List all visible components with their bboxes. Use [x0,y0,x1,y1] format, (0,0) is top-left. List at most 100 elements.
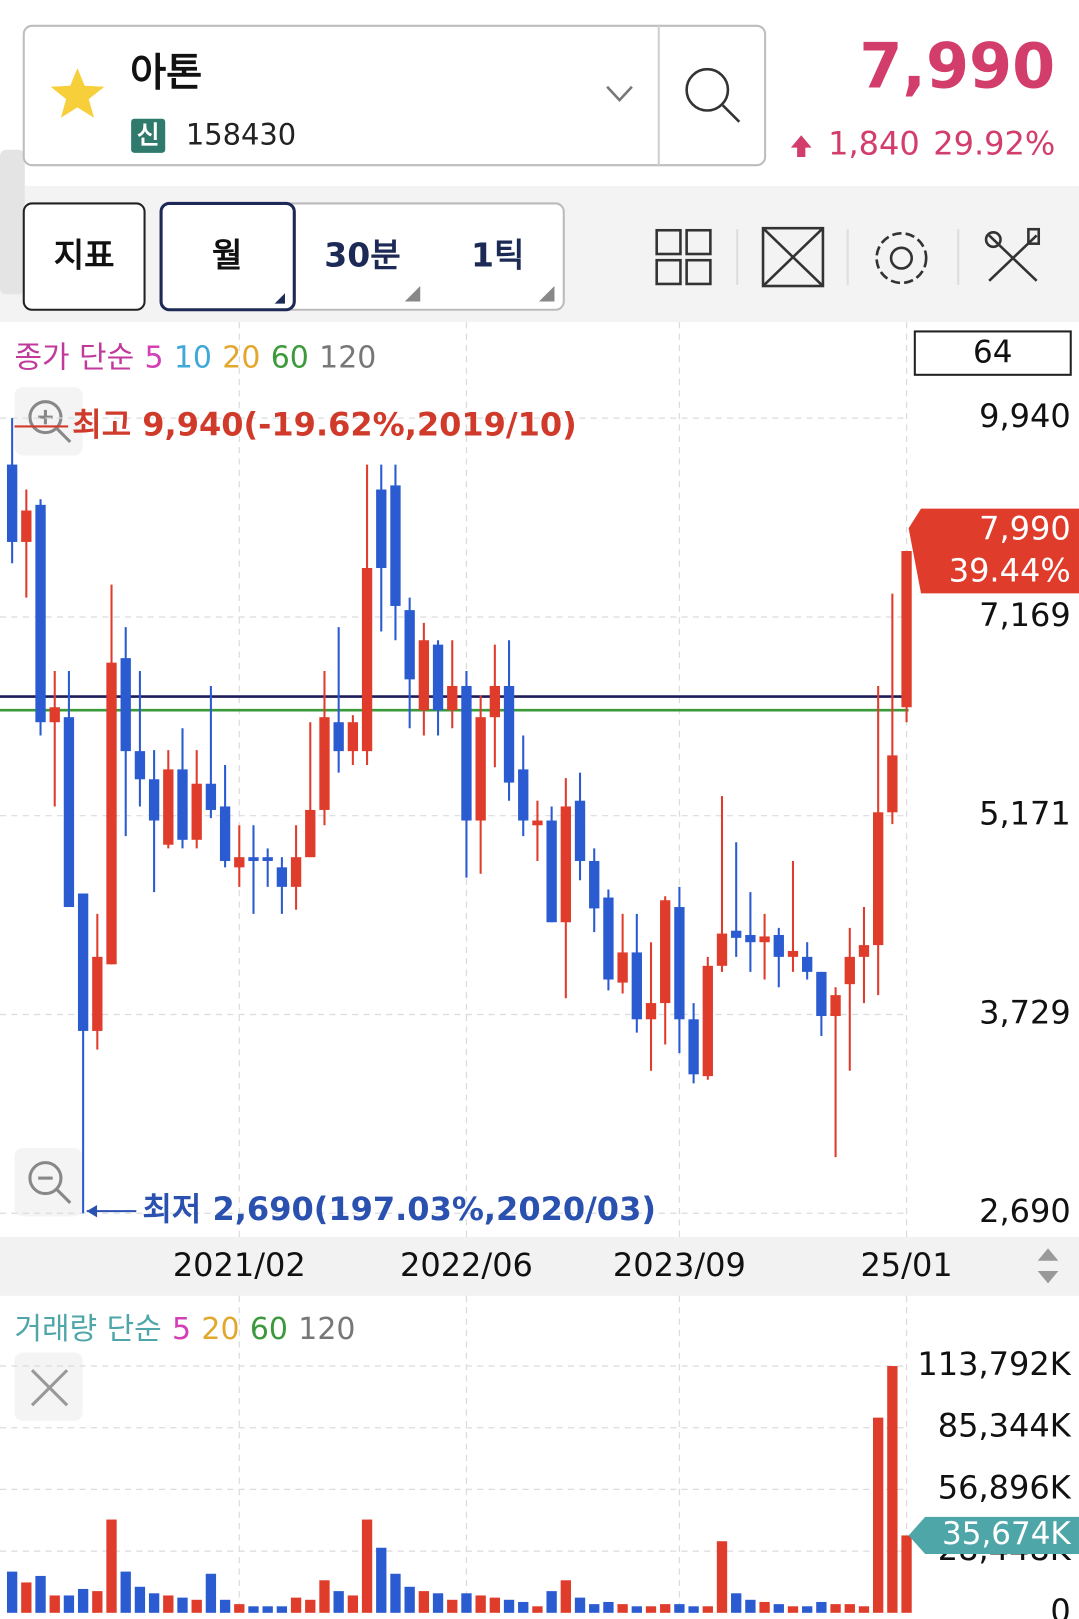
search-icon[interactable] [685,67,730,112]
candle-body [92,956,103,1031]
candle-body [716,933,728,966]
fullscreen-icon[interactable] [761,226,825,288]
period-30min[interactable]: 30분 [324,236,400,275]
volume-bar [674,1604,685,1613]
candle-body [759,936,770,943]
volume-bar [660,1604,671,1613]
candle-body [63,717,75,908]
candle-body [873,812,884,946]
period-month[interactable]: 월 [212,236,242,275]
x-tick-label: 2023/09 [613,1246,746,1284]
candle-body [489,685,501,718]
corner-mark [404,286,421,302]
volume-bar [234,1604,245,1613]
min-arrowhead [86,1204,98,1218]
legend-item: 5 [172,1311,191,1346]
tools-icon[interactable] [984,227,1041,282]
zoom-in[interactable] [14,387,83,456]
volume-bar [35,1575,46,1613]
volume-bar [361,1519,373,1613]
volume-bar [873,1417,884,1613]
volume-bar [92,1591,103,1613]
candle-count: 64 [973,335,1012,371]
volume-bar [376,1547,387,1613]
volume-bar [816,1601,827,1613]
settings-icon[interactable] [875,232,928,285]
candle-body [660,900,671,1004]
candle-body [461,685,472,821]
candle-body [276,867,288,887]
volume-bar [77,1588,89,1613]
indicator-label: 지표 [54,236,115,275]
volume-bar [688,1606,699,1613]
candle-body [106,662,117,965]
search-handle [721,104,741,123]
stock-box[interactable] [22,24,767,167]
volume-bar [262,1606,273,1613]
indicator-button[interactable] [22,202,146,311]
volume-bar [759,1601,770,1613]
candle-body [21,510,32,542]
y-tick-label: 2,690 [979,1192,1071,1230]
legend-item: 120 [298,1311,355,1346]
dropdown-chevron[interactable] [606,85,633,103]
last-price: 7,990 [979,509,1071,547]
candle-body [262,857,273,861]
volume-bar [248,1606,259,1613]
badge-bg [131,118,166,153]
volume-bar [63,1595,75,1613]
plot: 종가 단순 5 10 20 60 120 거래량 단순 5 20 60 120 2,690 3,729 5… [0,322,1079,1619]
scroll-arrows[interactable] [1037,1248,1059,1284]
period-tick[interactable]: 1틱 [471,236,524,275]
candle-body [560,806,571,923]
x-tick-label: 2022/06 [400,1246,533,1284]
volume-bar [390,1573,401,1613]
candle-body [134,751,146,780]
max-note: 최고 9,940(-19.62%,2019/10) [72,405,577,443]
legend-item: 60 [250,1311,288,1346]
candle-body [120,658,131,752]
volume-bar [276,1606,288,1613]
volume-bar [290,1597,302,1613]
volume-bar [333,1591,344,1613]
volume-bar [432,1593,444,1613]
layout-icon[interactable] [655,228,712,286]
candle-body [887,755,898,813]
legend-item: 5 [144,340,163,375]
y-tick-label: 0 [1050,1592,1070,1619]
min-note: 최저 2,690(197.03%,2020/03) [142,1190,655,1228]
volume-bar [49,1595,60,1613]
candle-body [163,769,174,845]
y-tick-label: 56,896K [938,1468,1072,1506]
y-tick-label: 7,169 [979,596,1071,634]
zoom-out[interactable] [14,1148,83,1217]
candle-body [731,930,742,938]
candle-body [702,965,713,1077]
candle-body [447,685,458,711]
volume-bar [802,1606,813,1613]
volume-bar [503,1599,515,1613]
price: 7,990 [859,29,1055,102]
close-volume[interactable] [14,1352,83,1421]
favorite-star[interactable] [50,68,105,118]
legend-item: 20 [222,340,260,375]
volume-bar [560,1580,571,1613]
volume-bar [887,1366,898,1613]
volume-bar [518,1601,529,1613]
volume-bar [645,1606,657,1613]
candle-body [503,685,515,783]
volume-bar [489,1597,501,1613]
period-selected[interactable] [159,201,296,312]
y-tick-label: 85,344K [938,1407,1072,1445]
candle-body [475,717,486,821]
candle-body [631,952,642,1020]
candle-body [645,1003,657,1020]
side-tab[interactable] [0,149,25,295]
x-tick-label: 2021/02 [173,1246,306,1284]
candle-body [418,640,430,711]
candle-body [333,722,344,752]
candle-body [390,485,401,606]
last-volume: 35,674K [942,1516,1071,1552]
candle-body [177,769,188,840]
